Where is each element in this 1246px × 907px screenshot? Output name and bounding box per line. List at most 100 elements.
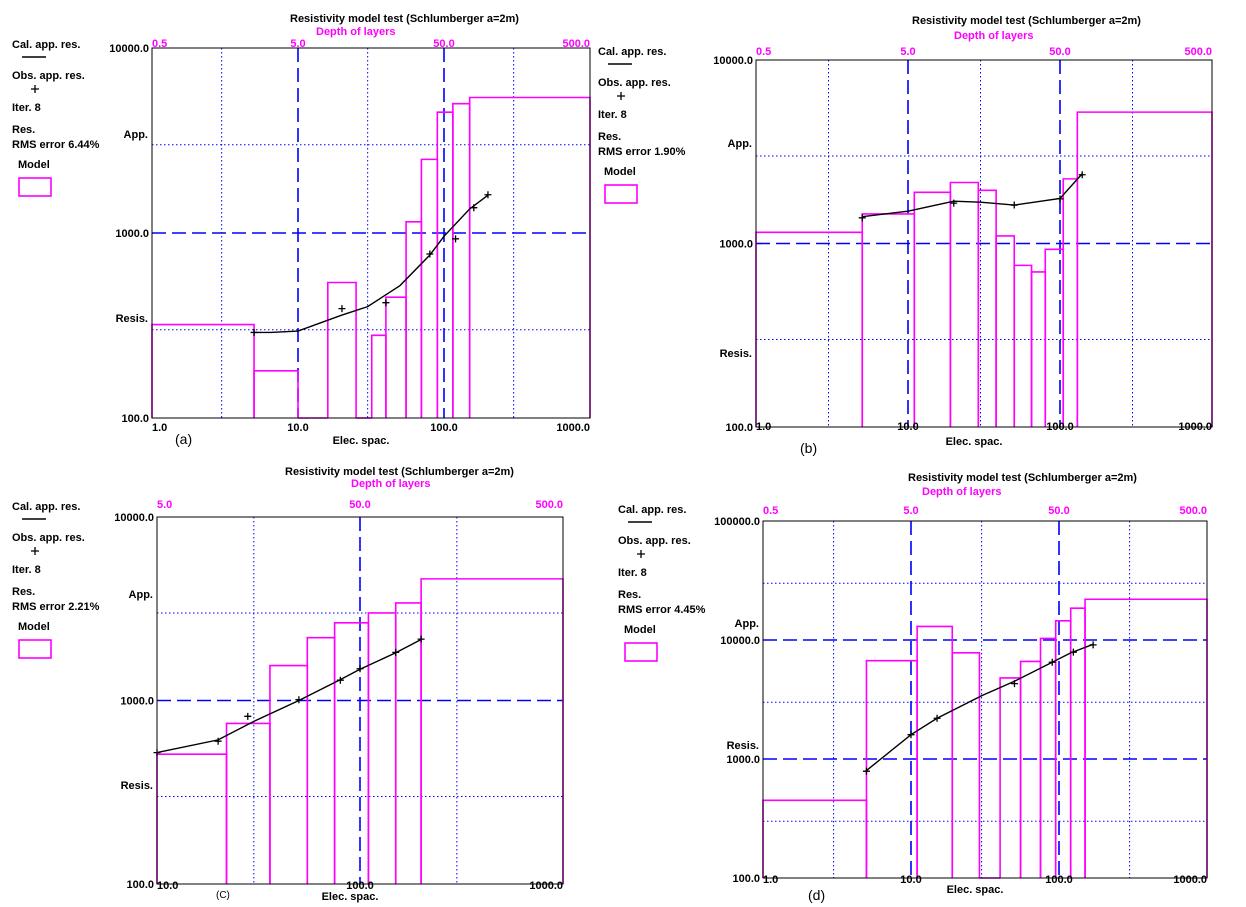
chart-panel-2: Resistivity model test (Schlumberger a=2…	[598, 15, 1213, 456]
observed-point	[950, 199, 958, 207]
observed-point	[1056, 195, 1064, 203]
top-tick-label: 500.0	[1179, 505, 1207, 517]
observed-point	[862, 767, 870, 775]
y-axis-word: Resis.	[121, 780, 153, 792]
observed-point	[338, 305, 346, 313]
legend-model-swatch	[624, 642, 658, 662]
top-tick-label: 5.0	[903, 505, 918, 517]
observed-point	[452, 235, 460, 243]
observed-point	[250, 328, 258, 336]
legend-calculated: Cal. app. res.	[12, 501, 80, 513]
top-tick-label: 0.5	[763, 505, 778, 517]
chart-title: Resistivity model test (Schlumberger a=2…	[290, 13, 519, 25]
chart-panel-4: Resistivity model test (Schlumberger a=2…	[618, 472, 1208, 903]
observed-point	[244, 712, 252, 720]
x-axis-label: Elec. spac.	[322, 891, 379, 903]
observed-point	[484, 191, 492, 199]
legend-model: Model	[18, 621, 50, 633]
plot-frame	[755, 59, 1213, 428]
observed-point	[1010, 680, 1018, 688]
observed-point	[1089, 641, 1097, 649]
top-tick-label: 500.0	[1184, 46, 1212, 58]
top-tick-label: 500.0	[562, 38, 590, 50]
y-axis-word: App.	[124, 129, 148, 141]
calculated-curve	[866, 643, 1094, 772]
plot-frame	[151, 47, 591, 419]
legend-app-res: Res.	[12, 586, 35, 598]
x-tick-label: 1000.0	[529, 880, 563, 892]
observed-point	[214, 737, 222, 745]
x-tick-label: 10.0	[287, 422, 308, 434]
plot-frame	[762, 520, 1208, 879]
model-layer	[951, 652, 981, 878]
legend-model-swatch	[604, 184, 638, 204]
y-tick-label: 10000.0	[713, 55, 753, 67]
y-tick-label: 10000.0	[114, 512, 154, 524]
observed-point	[356, 665, 364, 673]
plot-area	[763, 521, 1207, 878]
observed-point	[1078, 171, 1086, 179]
model-layer	[253, 369, 299, 418]
y-axis-word: Resis.	[727, 740, 759, 752]
top-tick-label: 50.0	[1048, 505, 1069, 517]
top-tick-label: 5.0	[290, 38, 305, 50]
panel-label: (b)	[800, 440, 817, 456]
top-tick-label: 5.0	[157, 499, 172, 511]
observed-point	[382, 299, 390, 307]
y-axis-word: Resis.	[116, 313, 148, 325]
legend-rms: RMS error 1.90%	[598, 146, 686, 158]
calculated-curve	[254, 194, 489, 334]
top-tick-label: 500.0	[535, 499, 563, 511]
legend-observed: Obs. app. res.	[618, 535, 691, 547]
chart-panel-1: Resistivity model test (Schlumberger a=2…	[12, 13, 591, 447]
legend-rms: RMS error 4.45%	[618, 604, 706, 616]
x-axis-label: Elec. spac.	[947, 884, 1004, 896]
legend-observed: Obs. app. res.	[12, 70, 85, 82]
top-tick-label: 0.5	[152, 38, 167, 50]
y-tick-label: 1000.0	[120, 696, 154, 708]
observed-point	[426, 250, 434, 258]
observed-point	[417, 635, 425, 643]
legend-calculated: Cal. app. res.	[598, 46, 666, 58]
x-tick-label: 1.0	[152, 422, 167, 434]
legend-app-res: Res.	[618, 589, 641, 601]
x-tick-label: 10.0	[897, 421, 918, 433]
top-tick-label: 50.0	[349, 499, 370, 511]
chart-panel-3: Resistivity model test (Schlumberger a=2…	[12, 466, 564, 903]
y-axis-word: App.	[129, 589, 153, 601]
y-axis-word: App.	[728, 138, 752, 150]
x-tick-label: 1000.0	[556, 422, 590, 434]
top-axis-label: Depth of layers	[922, 486, 1001, 498]
legend-calculated: Cal. app. res.	[12, 39, 80, 51]
y-tick-label: 100.0	[725, 422, 753, 434]
y-tick-label: 100000.0	[714, 516, 760, 528]
y-tick-label: 1000.0	[115, 228, 149, 240]
legend-observed: Obs. app. res.	[12, 532, 85, 544]
legend-app-res: Res.	[598, 131, 621, 143]
x-axis-label: Elec. spac.	[946, 436, 1003, 448]
top-axis-label: Depth of layers	[351, 478, 430, 490]
legend-iteration: Iter. 8	[598, 109, 627, 121]
y-tick-label: 100.0	[126, 879, 154, 891]
panel-label: (d)	[808, 887, 825, 903]
top-tick-label: 50.0	[433, 38, 454, 50]
observed-point	[1048, 658, 1056, 666]
x-tick-label: 1000.0	[1178, 421, 1212, 433]
legend-calculated: Cal. app. res.	[618, 504, 686, 516]
observed-point	[336, 676, 344, 684]
x-tick-label: 10.0	[900, 874, 921, 886]
y-tick-label: 100.0	[121, 413, 149, 425]
observed-point	[295, 696, 303, 704]
y-axis-word: Resis.	[720, 348, 752, 360]
y-tick-label: 1000.0	[726, 754, 760, 766]
legend-app-res: Res.	[12, 124, 35, 136]
x-tick-label: 100.0	[346, 880, 374, 892]
legend-observed-marker	[31, 547, 39, 555]
legend-model-swatch	[18, 639, 52, 659]
legend-model: Model	[624, 624, 656, 636]
y-tick-label: 10000.0	[109, 43, 149, 55]
top-axis-label: Depth of layers	[316, 26, 395, 38]
plot-frame	[156, 516, 564, 885]
legend-iteration: Iter. 8	[12, 102, 41, 114]
